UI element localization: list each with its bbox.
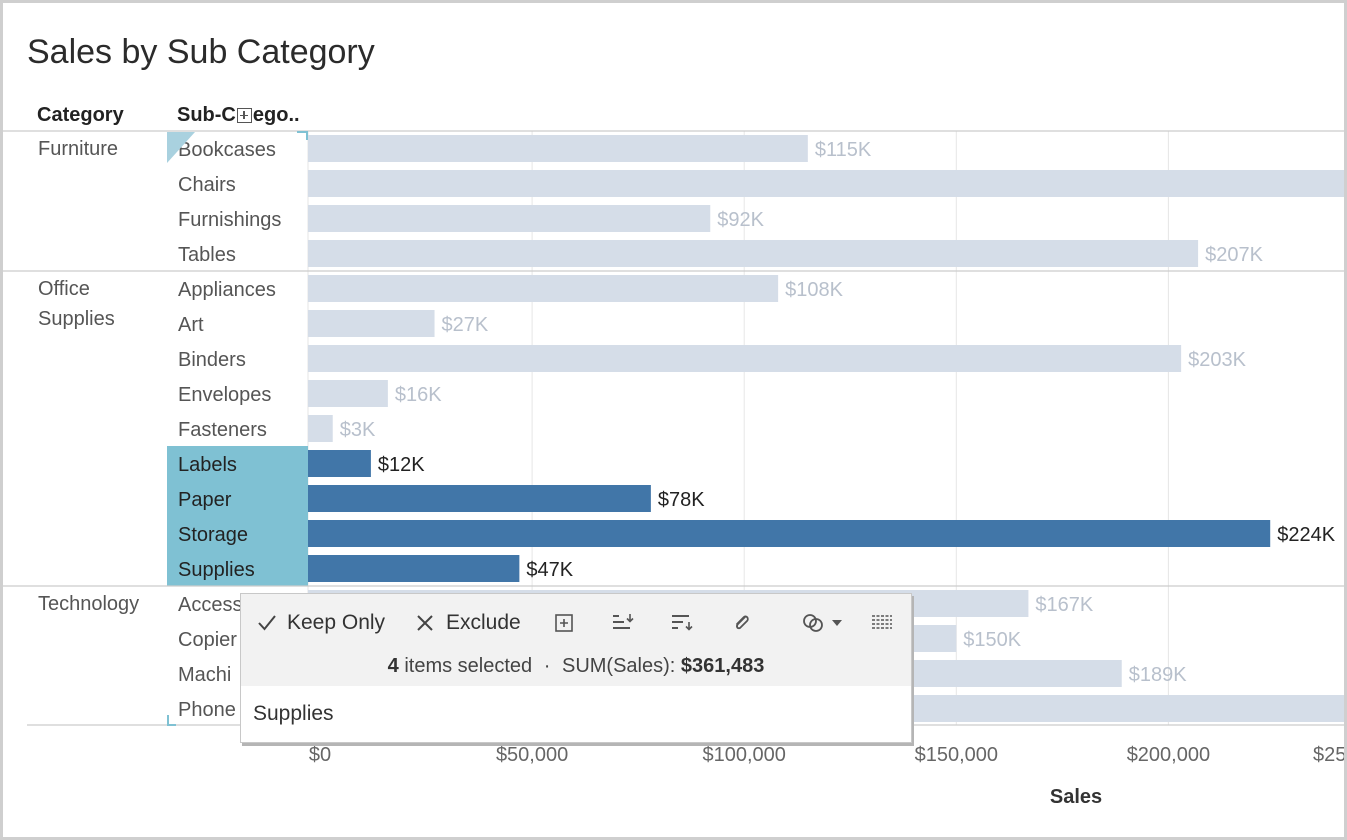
sub-category-label[interactable]: Access bbox=[178, 594, 242, 616]
bar-value-label: $207K bbox=[1205, 244, 1263, 266]
category-label[interactable]: Office Supplies bbox=[38, 278, 115, 330]
bar-value-label: $203K bbox=[1188, 349, 1246, 371]
bar[interactable] bbox=[308, 555, 520, 582]
selected-row-highlight bbox=[167, 516, 308, 551]
category-label[interactable]: Technology bbox=[38, 593, 139, 615]
paperclip-icon[interactable] bbox=[729, 611, 755, 635]
bar-value-label: $108K bbox=[785, 279, 843, 301]
bar-value-label: $12K bbox=[378, 454, 425, 476]
x-tick-label: $150,000 bbox=[915, 744, 998, 766]
bar-value-label: $78K bbox=[658, 489, 705, 511]
bar-value-label: $47K bbox=[526, 559, 573, 581]
summary-measure: SUM(Sales): bbox=[561, 655, 676, 677]
link-sets-icon bbox=[803, 614, 842, 632]
sub-category-label[interactable]: Binders bbox=[178, 349, 246, 371]
bar[interactable] bbox=[308, 240, 1199, 267]
bar[interactable] bbox=[308, 135, 808, 162]
bar[interactable] bbox=[308, 275, 779, 302]
x-tick-label: $25 bbox=[1313, 744, 1344, 766]
bar[interactable] bbox=[308, 310, 435, 337]
keep-only-button[interactable]: Keep Only bbox=[257, 610, 385, 636]
x-tick-label: $200,000 bbox=[1127, 744, 1210, 766]
bar-value-label: $189K bbox=[1129, 664, 1187, 686]
sub-category-label[interactable]: Chairs bbox=[178, 174, 236, 196]
tooltip-field-value: Supplies bbox=[253, 702, 334, 725]
sub-category-label[interactable]: Machi bbox=[178, 664, 231, 686]
summary-value: $361,483 bbox=[680, 655, 765, 677]
sub-category-label[interactable]: Tables bbox=[178, 244, 236, 266]
chart-title: Sales by Sub Category bbox=[27, 33, 375, 71]
sub-category-column-header[interactable]: Sub-C ego.. bbox=[177, 104, 300, 127]
bar-value-label: $92K bbox=[717, 209, 764, 231]
sub-category-label[interactable]: Furnishings bbox=[178, 209, 281, 231]
sub-category-label[interactable]: Appliances bbox=[178, 279, 276, 301]
sub-category-header-end: ego.. bbox=[252, 104, 300, 126]
selected-count-label: items selected bbox=[404, 655, 533, 677]
bar[interactable] bbox=[308, 485, 651, 512]
bar[interactable] bbox=[308, 205, 711, 232]
bar[interactable] bbox=[308, 380, 388, 407]
sub-category-label[interactable]: Paper bbox=[178, 489, 232, 511]
bar-value-label: $150K bbox=[963, 629, 1021, 651]
sub-category-label[interactable]: Phone bbox=[178, 699, 236, 721]
sub-category-label[interactable]: Labels bbox=[178, 454, 237, 476]
selection-corner-marker bbox=[167, 132, 195, 163]
bar-value-label: $16K bbox=[395, 384, 442, 406]
sub-category-label[interactable]: Envelopes bbox=[178, 384, 271, 406]
x-tick-label: $50,000 bbox=[496, 744, 568, 766]
bar[interactable] bbox=[308, 345, 1182, 372]
selected-count: 4 bbox=[387, 655, 399, 677]
selected-row-highlight bbox=[167, 481, 308, 516]
bar[interactable] bbox=[308, 415, 333, 442]
sub-category-label[interactable]: Bookcases bbox=[178, 139, 276, 161]
bar[interactable] bbox=[308, 450, 371, 477]
exclude-label: Exclude bbox=[446, 611, 521, 634]
category-column-header[interactable]: Category bbox=[37, 104, 124, 126]
selection-tooltip: Keep Only Exclude bbox=[240, 593, 912, 743]
sub-category-label[interactable]: Supplies bbox=[178, 559, 255, 581]
selected-row-highlight bbox=[167, 446, 308, 481]
bar-value-label: $167K bbox=[1035, 594, 1093, 616]
exclude-button[interactable]: Exclude bbox=[415, 610, 521, 636]
tooltip-action-bar: Keep Only Exclude bbox=[241, 594, 911, 686]
sub-category-label[interactable]: Copier bbox=[178, 629, 237, 651]
selection-corner-bracket bbox=[297, 131, 308, 140]
sort-ascending-icon[interactable] bbox=[610, 611, 636, 635]
group-members-header-icon[interactable] bbox=[236, 108, 252, 123]
selected-row-highlight bbox=[167, 551, 308, 586]
bar[interactable] bbox=[308, 520, 1271, 547]
sort-descending-icon[interactable] bbox=[669, 611, 695, 635]
close-icon bbox=[417, 615, 433, 631]
summary-separator: · bbox=[543, 655, 551, 677]
sub-category-label[interactable]: Storage bbox=[178, 524, 248, 546]
category-label[interactable]: Furniture bbox=[38, 138, 118, 160]
selection-corner-bracket bbox=[167, 715, 176, 726]
selection-summary: 4 items selected · SUM(Sales): $361,483 bbox=[241, 655, 911, 678]
bar[interactable] bbox=[308, 170, 1344, 197]
group-members-icon[interactable] bbox=[551, 611, 577, 635]
view-data-icon[interactable] bbox=[869, 611, 895, 635]
x-axis-title: Sales bbox=[1050, 786, 1102, 808]
bar-value-label: $3K bbox=[340, 419, 376, 441]
x-tick-label: $100,000 bbox=[702, 744, 785, 766]
bar-value-label: $27K bbox=[442, 314, 489, 336]
bar-value-label: $115K bbox=[815, 139, 872, 161]
checkmark-icon bbox=[258, 615, 276, 631]
keep-only-label: Keep Only bbox=[287, 611, 386, 634]
bar-value-label: $224K bbox=[1277, 524, 1335, 546]
sub-category-label[interactable]: Fasteners bbox=[178, 419, 267, 441]
sub-category-label[interactable]: Art bbox=[178, 314, 204, 336]
x-tick-label: $0 bbox=[309, 744, 331, 766]
sub-category-header-start: Sub-C bbox=[177, 104, 236, 126]
link-sets-dropdown[interactable] bbox=[801, 611, 847, 635]
